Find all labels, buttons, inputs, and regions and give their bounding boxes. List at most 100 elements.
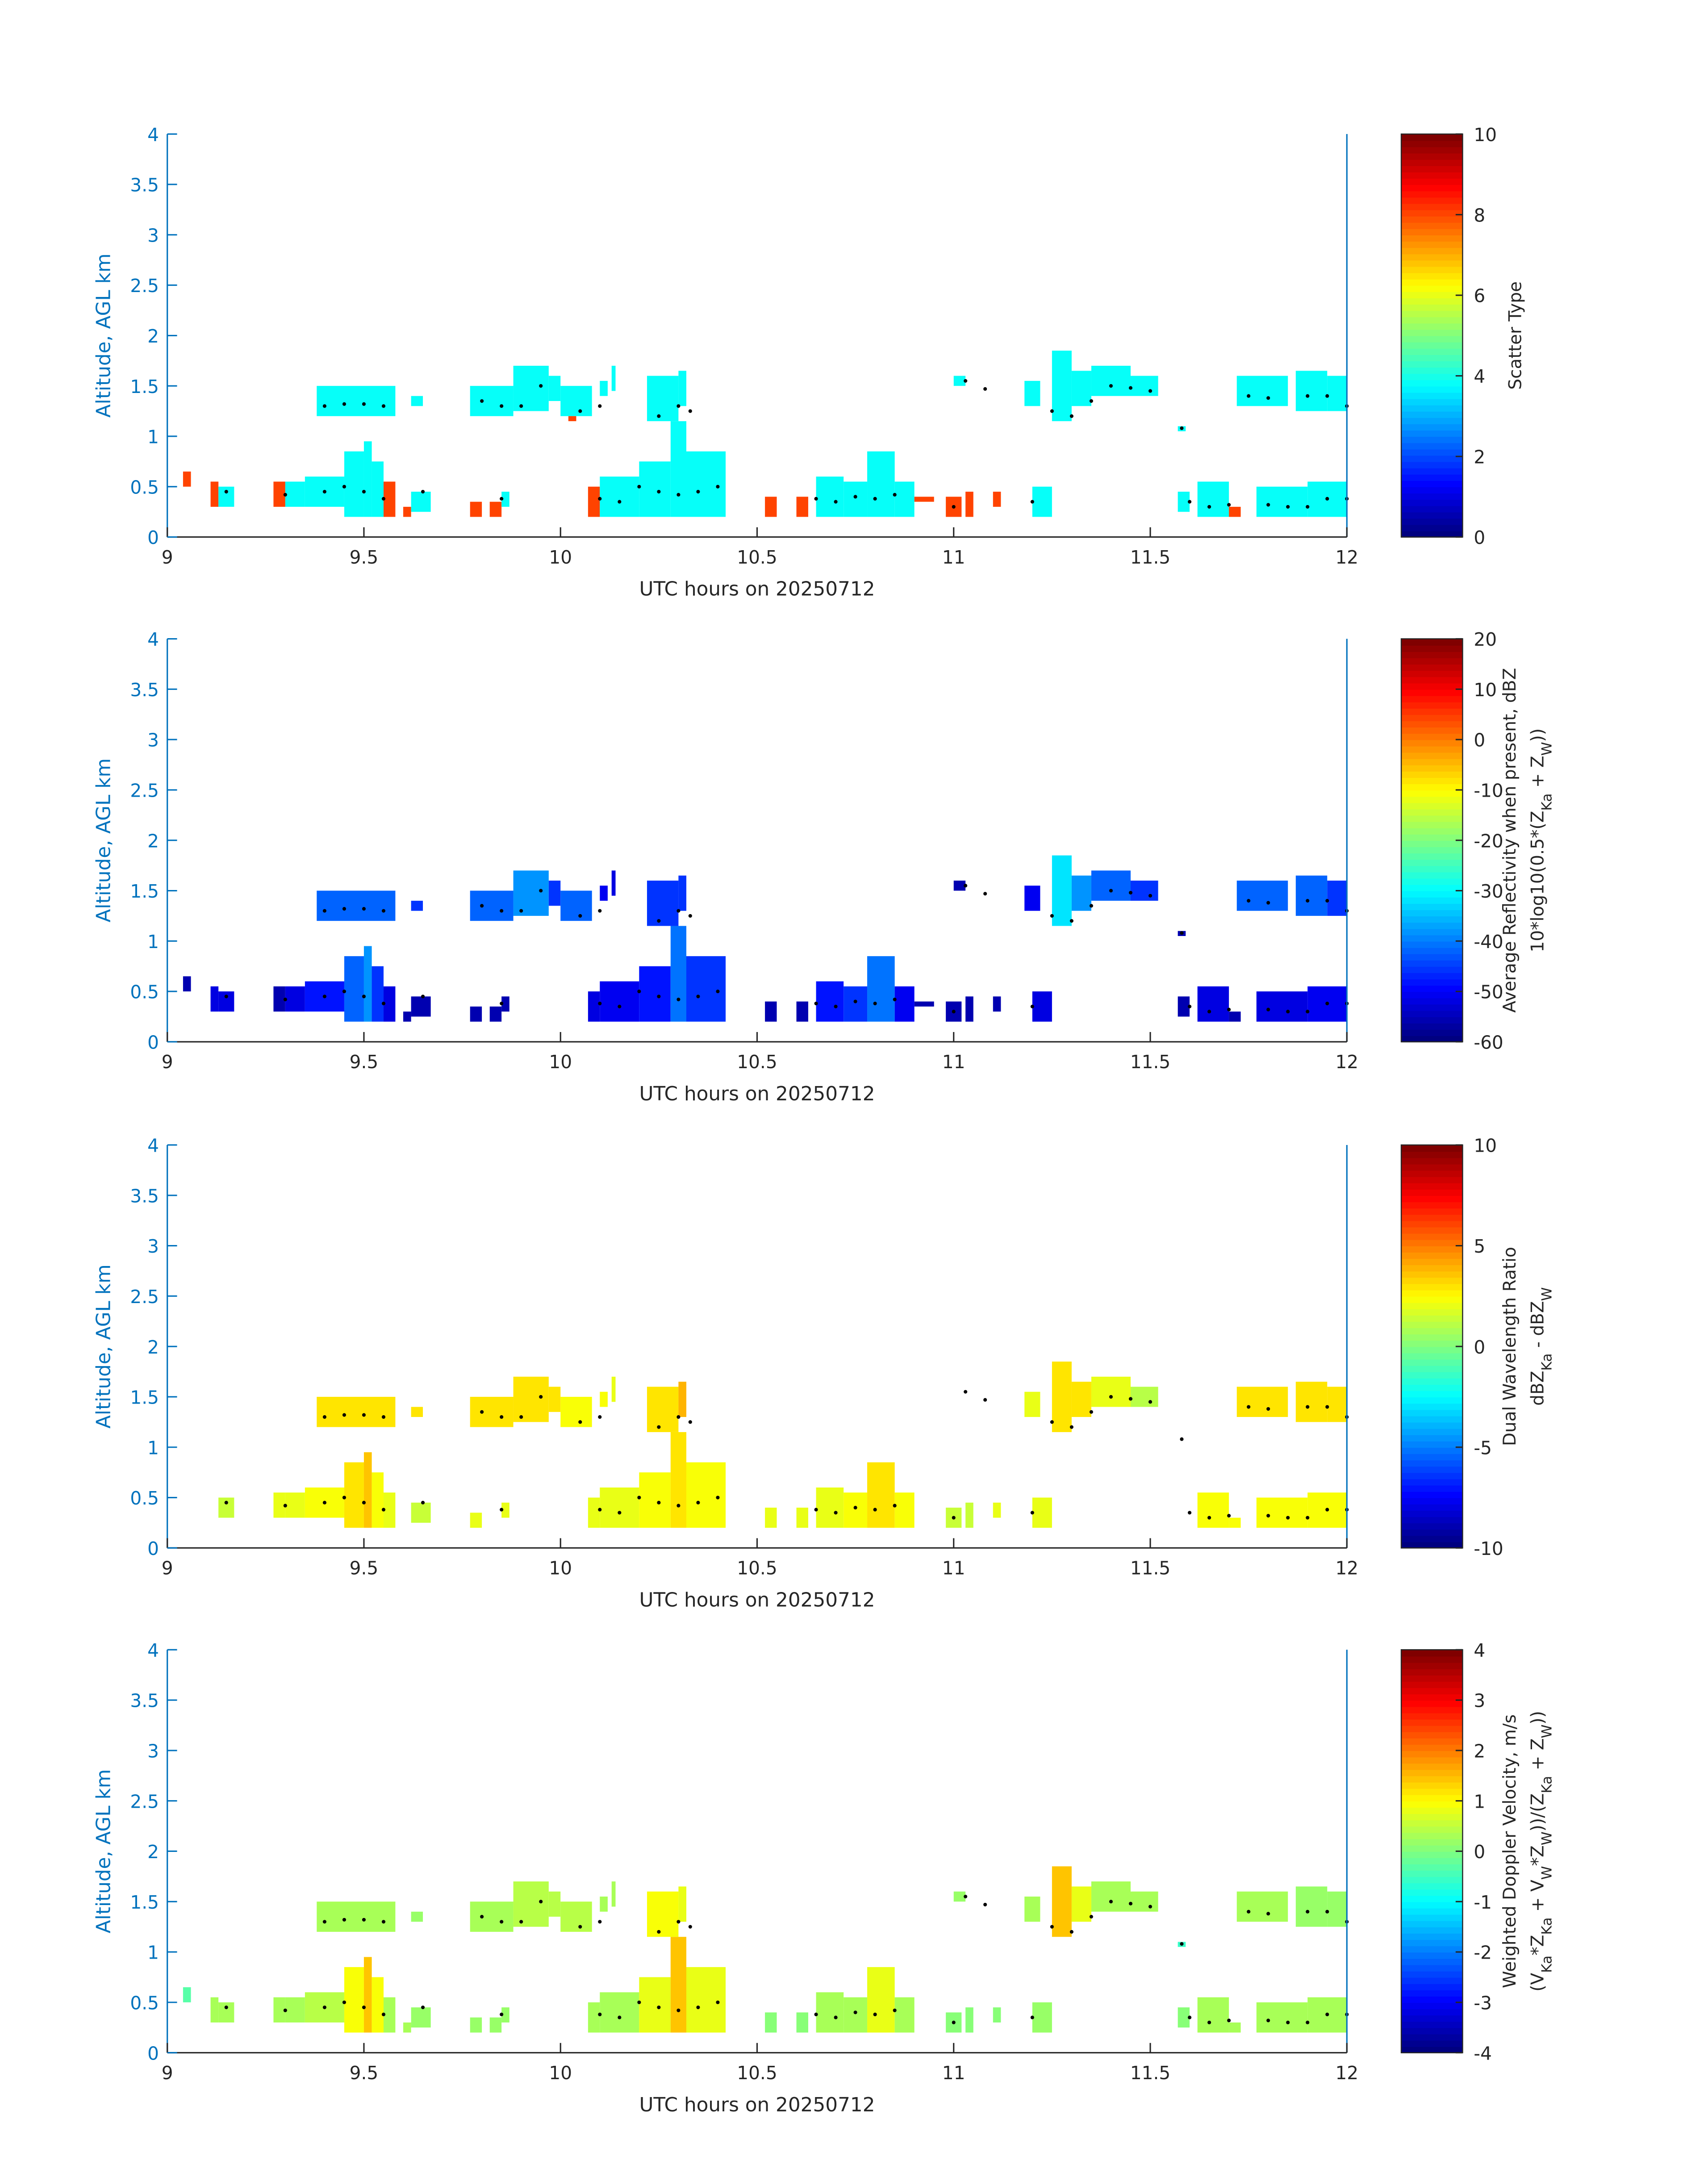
- colorbar-tick-label: 0: [1474, 1841, 1485, 1863]
- colorbar-swatch: [1401, 1535, 1463, 1542]
- colorbar-swatch: [1401, 1359, 1463, 1366]
- x-tick-label: 11: [942, 1558, 965, 1579]
- marker-dot: [618, 2015, 622, 2019]
- colorbar-swatch: [1401, 1901, 1463, 1909]
- colorbar-swatch: [1401, 1952, 1463, 1959]
- marker-dot: [1325, 899, 1329, 903]
- echo-cell: [344, 451, 364, 517]
- colorbar-swatch: [1401, 1201, 1463, 1209]
- y-tick-label: 0: [147, 2043, 159, 2064]
- marker-dot: [637, 485, 641, 489]
- colorbar-swatch: [1401, 727, 1463, 734]
- colorbar-swatch: [1401, 695, 1463, 702]
- colorbar-swatch: [1401, 1239, 1463, 1246]
- colorbar-swatch: [1401, 1220, 1463, 1228]
- colorbar-swatch: [1401, 222, 1463, 229]
- echo-cell: [1229, 2022, 1241, 2033]
- echo-cell: [548, 1891, 561, 1917]
- marker-dot: [1069, 919, 1073, 923]
- colorbar-swatch: [1401, 1227, 1463, 1234]
- echo-cell: [548, 1387, 561, 1412]
- marker-dot: [322, 994, 326, 999]
- marker-dot: [480, 904, 484, 908]
- marker-dot: [1266, 503, 1270, 507]
- echo-cell: [816, 476, 844, 517]
- colorbar-swatch: [1401, 1365, 1463, 1372]
- echo-cell: [844, 1997, 868, 2033]
- marker-dot: [1247, 899, 1251, 903]
- echo-cell: [548, 376, 561, 401]
- colorbar-swatch: [1401, 2040, 1463, 2047]
- marker-dot: [1188, 1511, 1192, 1515]
- colorbar-label: Dual Wavelength Ratio: [1500, 1247, 1520, 1446]
- echo-cell: [1071, 1382, 1091, 1417]
- echo-cell: [796, 497, 808, 517]
- marker-dot: [480, 1915, 484, 1919]
- echo-cell: [796, 1508, 808, 1528]
- echo-cell: [273, 1492, 285, 1518]
- colorbar-swatch: [1401, 670, 1463, 677]
- marker-dot: [834, 1511, 838, 1515]
- colorbar-swatch: [1401, 878, 1463, 885]
- echo-cell: [1178, 492, 1190, 512]
- y-tick-label: 0.5: [130, 1992, 159, 2014]
- y-tick-label: 1: [147, 1942, 159, 1964]
- colorbar-swatch: [1401, 1788, 1463, 1795]
- colorbar-swatch: [1401, 897, 1463, 904]
- echo-cell: [183, 471, 191, 487]
- y-tick-label: 3: [147, 730, 159, 751]
- colorbar-swatch: [1401, 1769, 1463, 1776]
- echo-cell: [489, 1006, 502, 1022]
- colorbar-swatch: [1401, 815, 1463, 822]
- colorbar-swatch: [1401, 2021, 1463, 2028]
- colorbar-swatch: [1401, 216, 1463, 223]
- marker-dot: [952, 2020, 956, 2025]
- echo-cell: [411, 996, 431, 1017]
- colorbar-swatch: [1401, 852, 1463, 860]
- marker-dot: [421, 2006, 425, 2010]
- marker-dot: [381, 1415, 386, 1419]
- echo-cell: [1295, 875, 1328, 916]
- colorbar-swatch: [1401, 1264, 1463, 1272]
- echo-cell: [1091, 1881, 1131, 1912]
- echo-cell: [548, 880, 561, 906]
- echo-cell: [470, 2017, 482, 2033]
- echo-cell: [1032, 991, 1052, 1022]
- marker-dot: [834, 500, 838, 504]
- colorbar-label-text: Scatter Type: [1506, 281, 1526, 390]
- y-tick-label: 2: [147, 1841, 159, 1863]
- echo-cell: [372, 1472, 384, 1528]
- colorbar-swatch: [1401, 677, 1463, 684]
- colorbar-swatch: [1401, 1453, 1463, 1461]
- colorbar-swatch: [1401, 241, 1463, 248]
- echo-cell: [993, 2007, 1001, 2022]
- marker-dot: [657, 414, 661, 418]
- colorbar-swatch: [1401, 1497, 1463, 1504]
- marker-dot: [677, 404, 681, 408]
- colorbar-swatch: [1401, 1725, 1463, 1732]
- colorbar-tick-label: 5: [1474, 1236, 1485, 1257]
- colorbar-tick-label: 2: [1474, 447, 1485, 468]
- marker-dot: [500, 497, 504, 501]
- marker-dot: [873, 497, 877, 501]
- marker-dot: [677, 998, 681, 1002]
- marker-dot: [964, 1894, 968, 1899]
- colorbar-swatch: [1401, 1522, 1463, 1530]
- echo-cell: [1024, 1391, 1040, 1417]
- colorbar-swatch: [1401, 310, 1463, 318]
- colorbar-label-text: + V: [1528, 1880, 1548, 1917]
- echo-cell: [867, 956, 895, 1022]
- echo-cell: [765, 2012, 777, 2033]
- echo-cell: [513, 1376, 549, 1422]
- colorbar-swatch: [1401, 317, 1463, 324]
- echo-cell: [317, 890, 396, 921]
- marker-dot: [362, 1413, 366, 1417]
- colorbar-tick-label: 10: [1474, 1135, 1497, 1157]
- marker-dot: [1050, 1925, 1054, 1929]
- echo-cell: [894, 1492, 915, 1528]
- echo-cell: [273, 986, 285, 1012]
- colorbar-tick-label: -1: [1474, 1892, 1491, 1913]
- colorbar-swatch: [1401, 1857, 1463, 1864]
- echo-cell: [670, 1432, 686, 1528]
- y-tick-label: 2.5: [130, 275, 159, 297]
